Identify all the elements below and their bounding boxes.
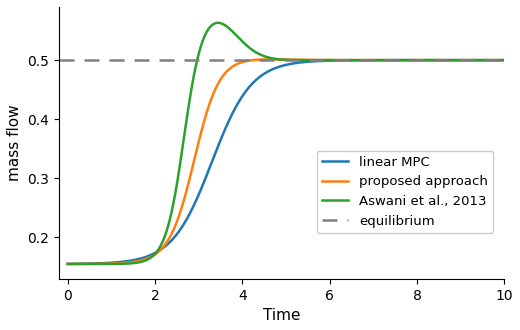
- proposed approach: [267, 57, 274, 61]
- proposed approach: [265, 57, 271, 61]
- linear MPC: [87, 262, 93, 266]
- Aswani et al., 2013: [215, 21, 221, 25]
- proposed approach: [409, 58, 415, 62]
- equilibrium: [108, 58, 114, 62]
- linear MPC: [408, 58, 414, 62]
- proposed approach: [489, 58, 495, 62]
- X-axis label: Time: Time: [263, 308, 301, 323]
- linear MPC: [265, 69, 271, 73]
- Line: Aswani et al., 2013: Aswani et al., 2013: [68, 23, 504, 264]
- Aswani et al., 2013: [64, 262, 71, 266]
- Aswani et al., 2013: [501, 58, 508, 62]
- Aswani et al., 2013: [409, 58, 415, 62]
- linear MPC: [277, 64, 283, 68]
- Aswani et al., 2013: [488, 58, 495, 62]
- Line: proposed approach: proposed approach: [68, 59, 504, 264]
- Aswani et al., 2013: [277, 57, 283, 61]
- linear MPC: [488, 58, 495, 62]
- Y-axis label: mass flow: mass flow: [7, 105, 22, 181]
- Legend: linear MPC, proposed approach, Aswani et al., 2013, equilibrium: linear MPC, proposed approach, Aswani et…: [317, 150, 493, 233]
- proposed approach: [501, 58, 508, 62]
- proposed approach: [488, 58, 495, 62]
- Aswani et al., 2013: [87, 262, 93, 266]
- Line: linear MPC: linear MPC: [68, 60, 504, 264]
- Aswani et al., 2013: [489, 58, 495, 62]
- proposed approach: [87, 262, 93, 266]
- linear MPC: [488, 58, 495, 62]
- linear MPC: [501, 58, 508, 62]
- equilibrium: [64, 58, 71, 62]
- linear MPC: [64, 262, 71, 266]
- proposed approach: [277, 57, 283, 61]
- proposed approach: [64, 262, 71, 266]
- Aswani et al., 2013: [266, 55, 272, 59]
